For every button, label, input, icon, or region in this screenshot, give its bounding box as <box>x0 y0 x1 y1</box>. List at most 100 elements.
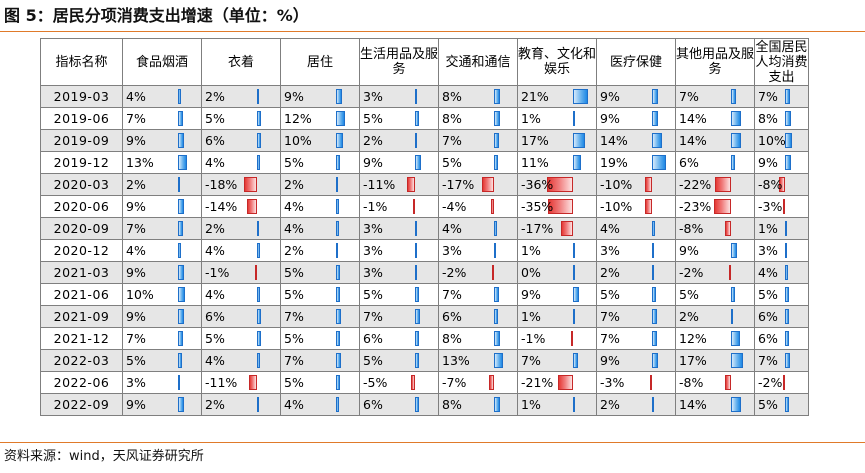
value-cell: 12% <box>675 327 755 350</box>
value-cell: 9% <box>596 107 676 130</box>
value-label: 5% <box>363 353 383 368</box>
value-cell: -1% <box>201 261 281 284</box>
column-header: 生活用品及服务 <box>359 38 439 86</box>
value-label: 1% <box>521 309 541 324</box>
value-label: 6% <box>758 309 778 324</box>
positive-data-bar <box>257 221 259 236</box>
value-cell: -5% <box>359 371 439 394</box>
positive-data-bar <box>178 111 184 126</box>
value-label: 4% <box>205 155 225 170</box>
column-header: 全国居民人均消费支出 <box>754 38 809 86</box>
value-cell: 2% <box>201 85 281 108</box>
value-cell: 5% <box>359 349 439 372</box>
value-cell: 13% <box>438 349 518 372</box>
positive-data-bar <box>652 353 659 368</box>
value-cell: 3% <box>359 261 439 284</box>
positive-data-bar <box>652 331 658 346</box>
value-label: 9% <box>679 243 699 258</box>
value-label: -35% <box>521 199 554 214</box>
table-row: 2019-06 7% 5% 12% 5% 8% 1% 9% 14% 8% <box>40 107 809 130</box>
positive-data-bar <box>494 397 500 412</box>
value-cell: -14% <box>201 195 281 218</box>
value-label: 8% <box>442 111 462 126</box>
negative-data-bar <box>557 375 573 390</box>
value-cell: 17% <box>517 129 597 152</box>
value-cell: 7% <box>596 305 676 328</box>
table-row: 2019-12 13% 4% 5% 9% 5% 11% 19% 6% 9% <box>40 151 809 174</box>
source-note: 资料来源：wind，天风证券研究所 <box>4 449 204 464</box>
period-cell: 2019-12 <box>40 151 123 174</box>
value-label: 7% <box>363 309 383 324</box>
value-cell: 5% <box>122 349 202 372</box>
value-cell: -23% <box>675 195 755 218</box>
period-cell: 2021-03 <box>40 261 123 284</box>
table-row: 2022-06 3% -11% 5% -5% -7% -21% -3% -8% -2% <box>40 371 809 394</box>
value-cell: 14% <box>596 129 676 152</box>
positive-data-bar <box>336 243 338 258</box>
positive-data-bar <box>178 397 185 412</box>
positive-data-bar <box>573 243 575 258</box>
value-label: 9% <box>126 199 146 214</box>
value-label: 4% <box>205 287 225 302</box>
value-cell: 10% <box>754 129 809 152</box>
value-label: 3% <box>363 221 383 236</box>
positive-data-bar <box>494 221 497 236</box>
value-label: 4% <box>284 221 304 236</box>
value-cell: -8% <box>754 173 809 196</box>
positive-data-bar <box>178 133 185 148</box>
consumption-growth-table: 指标名称 食品烟酒 衣着 居住 生活用品及服务 交通和通信 教育、文化和娱乐 医疗保健 其他用品… <box>40 38 809 416</box>
value-cell: 9% <box>596 85 676 108</box>
negative-data-bar <box>644 177 652 192</box>
negative-data-bar <box>725 375 731 390</box>
negative-data-bar <box>255 265 257 280</box>
value-label: -10% <box>600 177 633 192</box>
value-cell: 8% <box>438 107 518 130</box>
value-cell: 9% <box>280 85 360 108</box>
value-cell: 4% <box>280 217 360 240</box>
positive-data-bar <box>257 111 261 126</box>
value-label: 4% <box>442 221 462 236</box>
value-cell: 5% <box>280 371 360 394</box>
top-rule <box>0 31 865 32</box>
value-cell: 9% <box>122 305 202 328</box>
period-cell: 2021-12 <box>40 327 123 350</box>
table-row: 2022-09 9% 2% 4% 6% 8% 1% 2% 14% 5% <box>40 393 809 416</box>
positive-data-bar <box>494 133 500 148</box>
positive-data-bar <box>336 265 340 280</box>
positive-data-bar <box>336 331 340 346</box>
value-label: -8% <box>758 177 783 192</box>
positive-data-bar <box>415 111 419 126</box>
positive-data-bar <box>785 309 790 324</box>
negative-data-bar <box>783 375 785 390</box>
value-cell: 9% <box>122 195 202 218</box>
value-cell: -10% <box>596 173 676 196</box>
period-cell: 2022-06 <box>40 371 123 394</box>
positive-data-bar <box>178 287 186 302</box>
period-cell: 2022-03 <box>40 349 123 372</box>
value-cell: 5% <box>754 283 809 306</box>
positive-data-bar <box>494 243 497 258</box>
positive-data-bar <box>178 89 181 104</box>
positive-data-bar <box>494 309 499 324</box>
positive-data-bar <box>178 331 184 346</box>
value-cell: 5% <box>359 283 439 306</box>
value-cell: 2% <box>280 173 360 196</box>
positive-data-bar <box>178 265 185 280</box>
period-cell: 2021-09 <box>40 305 123 328</box>
value-cell: 5% <box>280 283 360 306</box>
value-cell: -11% <box>201 371 281 394</box>
negative-data-bar <box>407 177 415 192</box>
value-cell: 5% <box>438 151 518 174</box>
positive-data-bar <box>257 397 259 412</box>
positive-data-bar <box>785 331 790 346</box>
value-cell: 5% <box>359 107 439 130</box>
value-label: 4% <box>205 353 225 368</box>
value-cell: -8% <box>675 371 755 394</box>
table-header-row: 指标名称 食品烟酒 衣着 居住 生活用品及服务 交通和通信 教育、文化和娱乐 医疗保健 其他用品… <box>40 38 809 86</box>
positive-data-bar <box>785 89 791 104</box>
period-cell: 2019-03 <box>40 85 123 108</box>
value-label: 7% <box>126 331 146 346</box>
value-label: 7% <box>126 111 146 126</box>
value-cell: 21% <box>517 85 597 108</box>
table-row: 2021-06 10% 4% 5% 5% 7% 9% 5% 5% 5% <box>40 283 809 306</box>
